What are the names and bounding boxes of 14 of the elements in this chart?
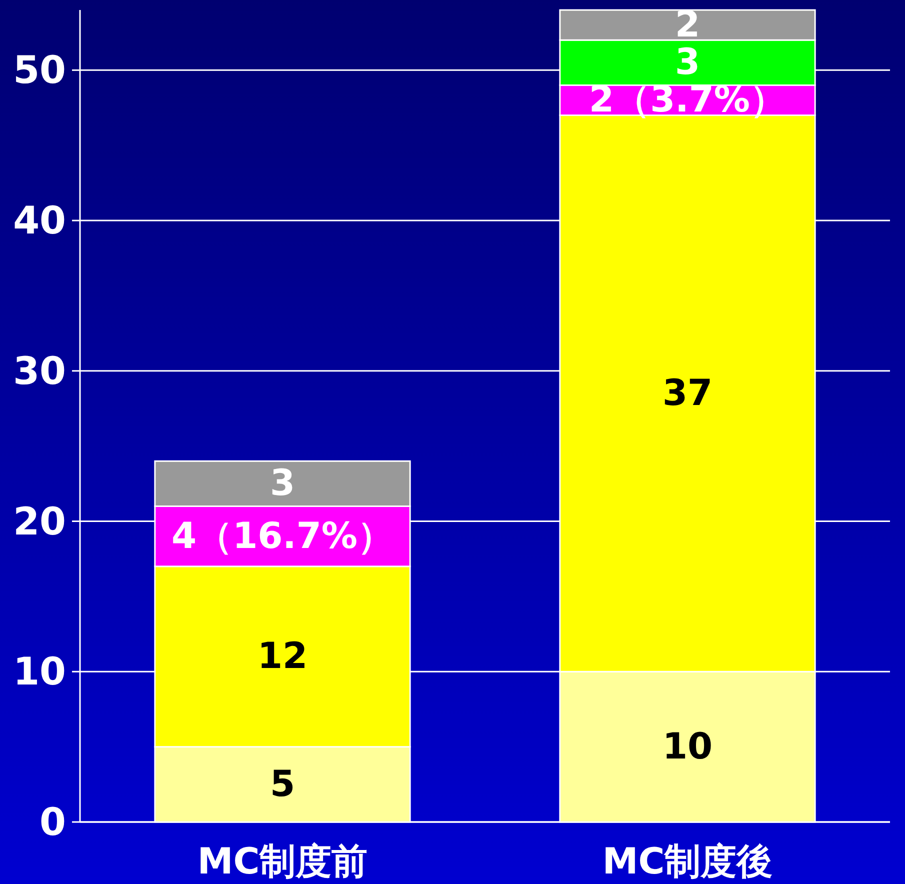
y-tick-label: 0 xyxy=(40,800,66,844)
data-label: 10 xyxy=(662,726,713,768)
data-label: 4（16.7%） xyxy=(172,516,394,557)
x-tick-label: MC制度後 xyxy=(602,842,773,882)
y-tick-label: 10 xyxy=(13,650,66,694)
y-tick-label: 40 xyxy=(13,198,66,243)
data-label: 12 xyxy=(257,636,308,678)
y-tick-label: 50 xyxy=(13,48,66,92)
data-label: 3 xyxy=(270,463,296,504)
data-label: 5 xyxy=(270,764,296,805)
y-tick-label: 30 xyxy=(13,348,66,393)
x-tick-label: MC制度前 xyxy=(197,842,368,882)
y-tick-label: 20 xyxy=(13,499,66,544)
data-label: 37 xyxy=(662,372,713,414)
